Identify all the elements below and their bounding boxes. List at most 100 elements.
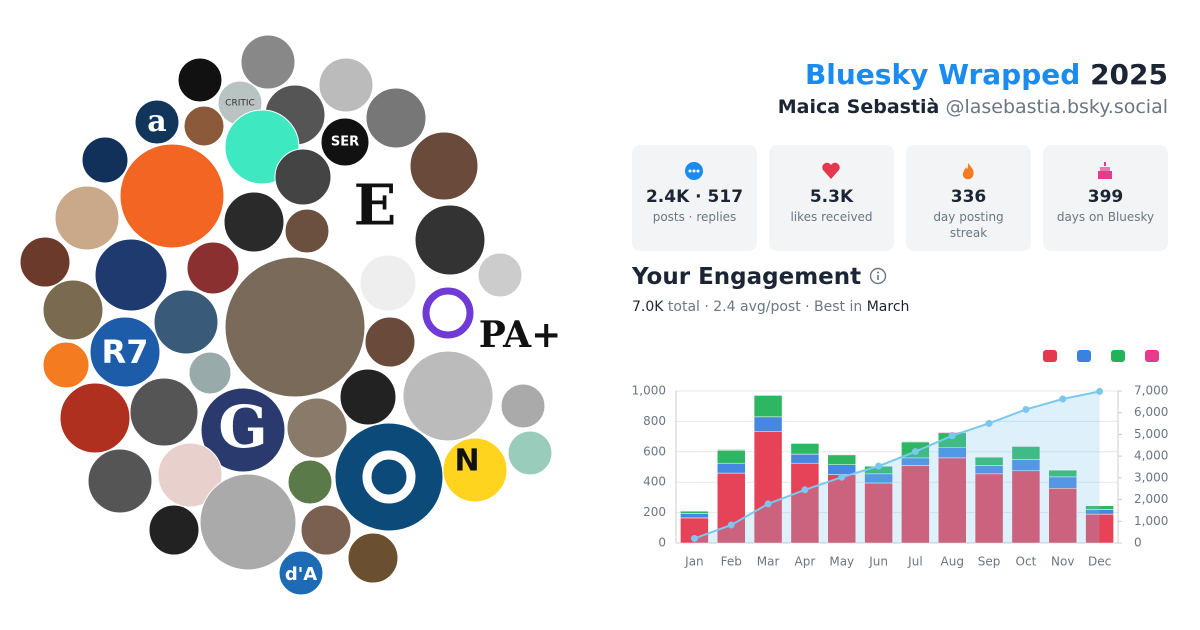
- bar-segment: [790, 443, 820, 455]
- bar-segment: [1011, 446, 1041, 460]
- bar-segment: [864, 465, 893, 475]
- bar-segment: [938, 431, 967, 434]
- bar-segment: [717, 472, 746, 544]
- bar-segment: [827, 474, 856, 544]
- stat-value: 2.4K · 517: [645, 187, 744, 207]
- info-icon[interactable]: [869, 267, 887, 285]
- icon: [685, 162, 703, 180]
- line-point: [985, 419, 993, 427]
- line-point: [1096, 387, 1104, 395]
- legend-icon: [1043, 350, 1057, 362]
- engagement-summary: 7.0K total · 2.4 avg/post · Best in Marc…: [632, 299, 909, 315]
- x-tick-label: Mar: [757, 555, 780, 569]
- line-point: [727, 521, 735, 529]
- line-point: [1059, 395, 1067, 403]
- logo-text: d'A: [285, 564, 317, 585]
- y2-tick-label: 4,000: [1134, 449, 1168, 463]
- total: 7.0K: [632, 299, 664, 315]
- cumulative-line: [694, 390, 1100, 540]
- best-month: March: [866, 299, 910, 315]
- logo-text: CRITIC: [225, 99, 255, 109]
- year: 2025: [1090, 58, 1168, 91]
- line-point: [764, 500, 772, 508]
- y2-tick-label: 5,000: [1134, 427, 1168, 441]
- bar-segment: [974, 465, 1004, 475]
- bar-segment: [827, 464, 856, 475]
- cumulative-area: [694, 391, 1100, 543]
- y-tick-label: 600: [643, 444, 666, 458]
- logo-text: R7: [102, 333, 149, 371]
- x-tick-label: Aug: [941, 555, 964, 569]
- line-point: [838, 473, 846, 481]
- bar-segment: [680, 510, 709, 514]
- bar-segment: [901, 457, 930, 466]
- bar-segment: [901, 441, 930, 459]
- y-tick-label: 400: [643, 475, 666, 489]
- bar-segment: [901, 465, 930, 544]
- line-point: [911, 448, 919, 456]
- avatar-cloud: a CRITIC SER E R7 G N PA+ d'A: [19, 34, 562, 596]
- bar-segment: [864, 482, 893, 544]
- y-tick-label: 200: [643, 505, 666, 519]
- legend-icon: [1111, 350, 1125, 362]
- y2-tick-label: 7,000: [1134, 384, 1168, 398]
- bar-segment: [938, 446, 967, 459]
- stat-card: 2.4K · 517 posts · replies: [632, 145, 757, 251]
- x-tick-label: Apr: [795, 555, 816, 569]
- stat-value: 336: [950, 187, 987, 207]
- x-tick-label: Nov: [1051, 555, 1074, 569]
- bar-segment: [717, 449, 746, 451]
- bar-segment: [827, 454, 856, 465]
- stat-label: likes received: [790, 210, 873, 224]
- avatars: [19, 34, 553, 596]
- bar-segment: [1011, 445, 1041, 447]
- stat-label: day posting streak: [933, 210, 1004, 240]
- section-title-text: Your Engagement: [632, 264, 862, 290]
- section-title: Your Engagement: [632, 264, 887, 290]
- stat-card: 399 days on Bluesky: [1043, 145, 1168, 251]
- logo-text: E: [354, 173, 397, 239]
- icon: [822, 162, 840, 179]
- logo-text: SER: [331, 135, 359, 150]
- line-point: [875, 462, 883, 470]
- bar-segment: [753, 416, 783, 432]
- line-point: [1022, 405, 1030, 413]
- logo-text: N: [454, 444, 479, 479]
- line-point: [948, 432, 956, 440]
- y-tick-label: 800: [643, 414, 666, 428]
- y-tick-label: 1,000: [632, 384, 666, 398]
- bar-segment: [864, 473, 893, 484]
- y2-tick-label: 0: [1134, 536, 1142, 550]
- display-name: Maica Sebastià: [777, 96, 940, 118]
- bar-segment: [1048, 469, 1077, 478]
- line-point: [690, 534, 698, 542]
- y2-tick-label: 1,000: [1134, 514, 1168, 528]
- stat-value: 399: [1087, 187, 1124, 207]
- logo-text: a: [147, 104, 166, 139]
- handle: @lasebastia.bsky.social: [945, 96, 1168, 118]
- bar-segment: [827, 453, 856, 456]
- bar-segment: [1085, 505, 1114, 510]
- x-tick-label: Oct: [1016, 555, 1037, 569]
- stat-value: 5.3K: [809, 187, 854, 207]
- bar-segment: [974, 473, 1004, 544]
- x-tick-label: Jun: [868, 555, 888, 569]
- bar-segment: [790, 442, 820, 444]
- x-tick-label: Sep: [978, 555, 1001, 569]
- bar-segment: [1048, 488, 1077, 544]
- x-tick-label: Jul: [907, 555, 922, 569]
- logo-text: PA+: [479, 314, 562, 356]
- y2-tick-label: 3,000: [1134, 470, 1168, 484]
- stat-label: days on Bluesky: [1056, 210, 1155, 224]
- title: Bluesky Wrapped 2025: [805, 58, 1168, 91]
- stat-label: posts · replies: [652, 210, 737, 224]
- bar-segment: [901, 441, 930, 443]
- bar-segment: [938, 457, 967, 544]
- icon: [1098, 162, 1112, 179]
- y2-tick-label: 6,000: [1134, 405, 1168, 419]
- bar-segment: [680, 513, 709, 519]
- stat-card: 336 day posting streak: [906, 145, 1031, 251]
- stat-card: 5.3K likes received: [769, 145, 894, 251]
- x-tick-label: Feb: [721, 555, 742, 569]
